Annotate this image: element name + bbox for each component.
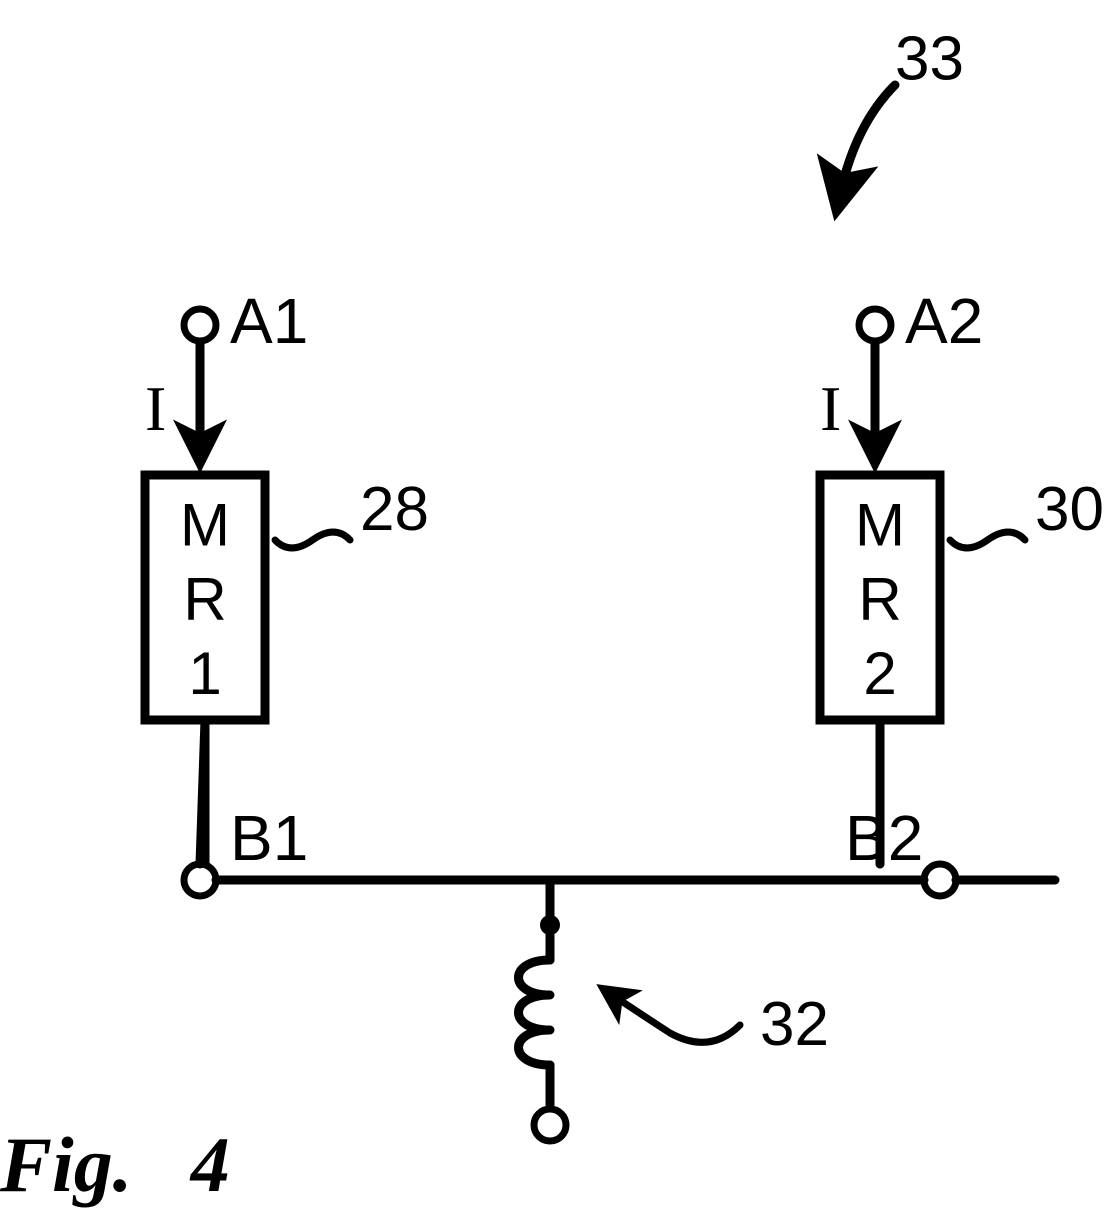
diagram-element: A2: [905, 285, 983, 357]
diagram-element: 30: [1035, 475, 1104, 544]
diagram-element: M: [180, 492, 230, 559]
diagram-element: [924, 864, 956, 896]
diagram-element: I: [820, 373, 841, 444]
diagram-element: 32: [760, 990, 829, 1059]
circuit-diagram: 33A1A2IIMR128MR230B1B232: [0, 0, 1118, 1223]
diagram-element: R: [858, 566, 901, 633]
diagram-element: [200, 720, 205, 864]
diagram-element: I: [145, 373, 166, 444]
diagram-element: [275, 532, 350, 548]
diagram-element: [534, 1109, 566, 1141]
diagram-element: R: [183, 566, 226, 633]
diagram-element: [519, 960, 551, 1065]
diagram-element: [859, 309, 891, 341]
diagram-element: 2: [863, 640, 896, 707]
diagram-element: B1: [230, 802, 308, 874]
caption-prefix: Fig.: [0, 1121, 132, 1208]
diagram-element: 33: [895, 25, 964, 94]
diagram-element: [950, 532, 1025, 548]
diagram-element: [184, 309, 216, 341]
diagram-element: [184, 864, 216, 896]
diagram-element: 1: [188, 640, 221, 707]
diagram-element: A1: [230, 285, 308, 357]
diagram-element: 28: [360, 475, 429, 544]
diagram-element: [840, 85, 895, 195]
figure-caption: Fig. 4: [0, 1120, 230, 1210]
caption-number: 4: [191, 1121, 230, 1208]
diagram-element: M: [855, 492, 905, 559]
diagram-element: [605, 990, 740, 1042]
